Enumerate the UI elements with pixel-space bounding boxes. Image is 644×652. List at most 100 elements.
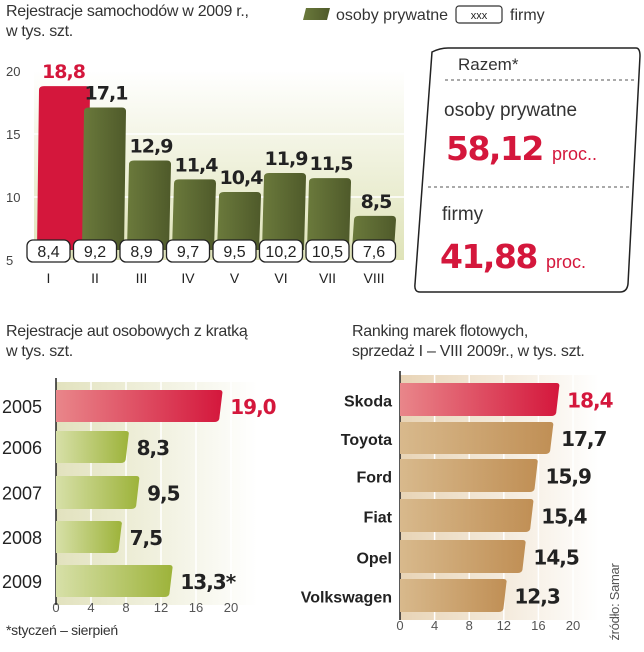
category-label: Toyota [341, 432, 392, 449]
box-company-VIII [351, 239, 397, 263]
x-tick-label: VII [319, 270, 336, 286]
bar-2009 [56, 565, 173, 597]
box-company-IV [165, 239, 211, 263]
legend-label-private: osoby prywatne [336, 7, 448, 24]
bar-2008 [56, 521, 122, 553]
value-label-company: 10,5 [312, 244, 343, 261]
x-tick-label: 8 [122, 600, 129, 615]
value-label: 13,3* [180, 570, 236, 594]
top-chart-title: Rejestracje samochodów w 2009 r., [6, 3, 249, 20]
summary-private-unit: proc.. [552, 144, 597, 164]
value-label-private: 11,5 [310, 153, 353, 175]
box-company-V [212, 239, 257, 263]
value-label-company: 10,2 [265, 244, 296, 261]
box-company-I [26, 239, 71, 263]
value-label-private: 12,9 [130, 135, 173, 157]
value-label: 7,5 [130, 526, 163, 550]
value-label: 15,4 [541, 505, 586, 529]
summary-company-value: 41,88 [440, 237, 537, 276]
bar-private-VII [307, 178, 351, 250]
source-note: źródło: Samar [607, 563, 622, 641]
bar-2005 [56, 390, 223, 422]
x-tick-label: 0 [52, 600, 59, 615]
bar-private-VI [262, 173, 306, 250]
legend-swatch-company [455, 5, 503, 24]
y-tick-label: 15 [6, 127, 20, 142]
value-label: 9,5 [147, 482, 180, 506]
category-label: 2007 [2, 484, 42, 504]
value-label-company: 9,5 [223, 244, 245, 261]
x-tick-label: 12 [154, 600, 168, 615]
bar-private-V [217, 191, 261, 250]
footnote: *styczeń – sierpień [6, 622, 118, 638]
category-label: 2008 [2, 528, 42, 548]
category-label: Fiat [364, 510, 393, 527]
x-tick-label: 20 [566, 618, 580, 633]
value-label: 17,7 [561, 427, 606, 451]
value-label: 18,4 [567, 389, 612, 413]
x-tick-label: 20 [224, 600, 238, 615]
value-label: 12,3 [514, 585, 559, 609]
box-company-II [72, 239, 118, 263]
top-chart-subtitle: w tys. szt. [6, 23, 73, 40]
category-label: Ford [356, 470, 392, 487]
bar-private-II [82, 107, 126, 250]
bar-2007 [56, 476, 140, 509]
y-tick-label: 10 [6, 190, 20, 205]
value-label: 14,5 [533, 546, 578, 570]
x-tick-label: IV [181, 270, 195, 286]
y-tick-label: 20 [6, 64, 20, 79]
fleet-chart-title: Ranking marek flotowych, [352, 323, 528, 340]
value-label: 15,9 [546, 465, 591, 489]
value-label: 8,3 [137, 436, 170, 460]
box-company-VII [305, 239, 350, 263]
y-tick-label: 5 [6, 253, 13, 268]
value-label-company: 9,7 [177, 244, 199, 261]
summary-heading: Razem* [458, 55, 519, 74]
box-company-III [119, 239, 164, 263]
summary-private-label: osoby prywatne [444, 100, 577, 121]
bar-private-IV [172, 179, 216, 250]
summary-company-label: firmy [442, 204, 484, 225]
value-label-private: 17,1 [85, 83, 128, 105]
legend-label-company: firmy [510, 7, 545, 24]
category-label: 2005 [2, 397, 42, 417]
category-label: 2006 [2, 438, 42, 458]
legend-swatch-private [303, 8, 330, 20]
x-tick-label: 16 [189, 600, 203, 615]
x-tick-label: 4 [87, 600, 94, 615]
category-label: Opel [356, 551, 392, 568]
category-label: Volkswagen [301, 590, 392, 607]
grille-registrations-chart: 0 4 8 12 16 20 2005 19,0 2006 8,3 2007 9,5 2008 7,5 20… [2, 378, 277, 615]
value-label-company: 8,4 [37, 244, 59, 261]
summary-private-value: 58,12 [446, 129, 543, 168]
value-label-private: 11,4 [175, 154, 219, 176]
monthly-registrations-chart: 5 10 15 20 osoby prywatne xxx firmy 18,8 8,4 I 17,… [6, 5, 545, 286]
x-tick-label: 12 [497, 618, 511, 633]
fleet-chart-subtitle: sprzedaż I – VIII 2009r., w tys. szt. [352, 343, 585, 360]
x-tick-label: VIII [363, 270, 384, 286]
x-tick-label: I [47, 270, 51, 286]
x-tick-label: 4 [431, 618, 438, 633]
bar-Toyota [400, 422, 554, 454]
bar-private-I [37, 86, 90, 251]
x-tick-label: III [136, 270, 148, 286]
value-label: 19,0 [230, 395, 275, 419]
x-tick-label: VI [274, 270, 287, 286]
box-company-VI [258, 239, 304, 263]
fleet-brand-ranking-chart: 0 4 8 12 16 20 Skoda 18,4 Toyota 17,7 Ford 15,9 Fiat… [301, 371, 614, 633]
category-label: Skoda [344, 394, 392, 411]
x-tick-label: V [230, 270, 240, 286]
x-tick-label: 8 [466, 618, 473, 633]
value-label-company: 8,9 [130, 244, 152, 261]
bar-2006 [56, 431, 129, 463]
summary-frame [414, 47, 641, 293]
bar-Opel [400, 540, 526, 573]
bar-Fiat [400, 499, 534, 532]
bar-Ford [400, 459, 538, 492]
value-label-private: 18,8 [42, 61, 86, 83]
x-tick-label: II [91, 270, 99, 286]
summary-box: Razem* osoby prywatne 58,12 proc.. firmy 41,8… [414, 47, 641, 293]
bar-private-III [127, 160, 171, 250]
